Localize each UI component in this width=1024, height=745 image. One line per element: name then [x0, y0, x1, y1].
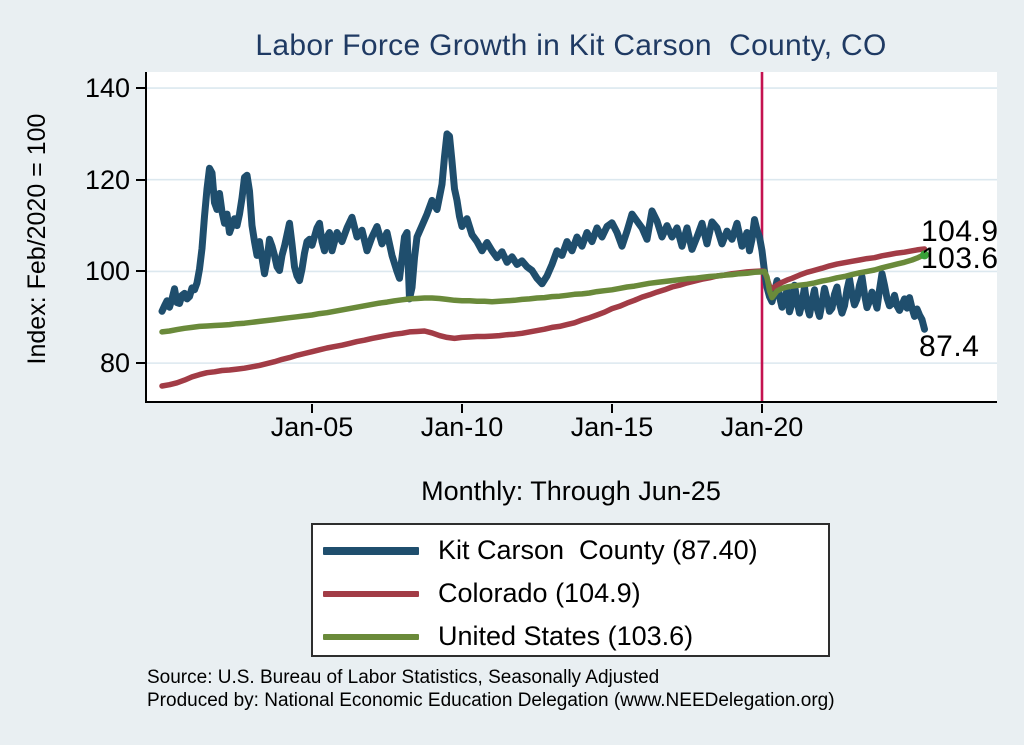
- end-label-united-states: 103.6: [921, 242, 999, 275]
- x-tick-mark: [311, 404, 313, 413]
- x-tick-mark: [761, 404, 763, 413]
- footnotes: Source: U.S. Bureau of Labor Statistics,…: [147, 667, 835, 712]
- y-tick-label-100: 100: [84, 256, 130, 286]
- y-tick-label-140: 140: [84, 73, 130, 103]
- y-tick-label-120: 120: [84, 165, 130, 195]
- legend-swatch-united-states-line: [323, 633, 419, 640]
- end-label-colorado: 104.9: [921, 215, 999, 248]
- x-tick-mark: [611, 404, 613, 413]
- legend-swatch-colorado-line: [323, 590, 419, 597]
- x-tick-label-jan05: Jan-05: [270, 412, 354, 442]
- x-tick-label-jan15: Jan-15: [570, 412, 654, 442]
- y-tick-mark: [136, 87, 145, 89]
- legend-label: Colorado (104.9): [438, 578, 641, 608]
- y-tick-mark: [136, 179, 145, 181]
- legend-item-kit-carson: Kit Carson County (87.40): [313, 529, 828, 572]
- legend-item-united-states: United States (103.6): [313, 615, 828, 658]
- plot-area: [145, 72, 997, 403]
- legend-label: Kit Carson County (87.40): [438, 535, 758, 565]
- source-note: Source: U.S. Bureau of Labor Statistics,…: [147, 667, 660, 688]
- x-tick-label-jan20: Jan-20: [720, 412, 804, 442]
- x-tick-mark: [461, 404, 463, 413]
- chart-title: Labor Force Growth in Kit Carson County,…: [255, 29, 887, 62]
- legend: Kit Carson County (87.40) Colorado (104.…: [311, 523, 830, 657]
- y-axis-title: Index: Feb/2020 = 100: [23, 113, 51, 365]
- legend-label: United States (103.6): [438, 621, 694, 651]
- y-tick-mark: [136, 362, 145, 364]
- chart-canvas: [145, 72, 997, 403]
- y-tick-label-80: 80: [99, 348, 130, 378]
- legend-item-colorado: Colorado (104.9): [313, 572, 828, 615]
- legend-swatch-kit-carson-line: [323, 546, 419, 555]
- x-axis-title: Monthly: Through Jun-25: [421, 476, 721, 506]
- y-tick-mark: [136, 270, 145, 272]
- produced-by-note: Produced by: National Economic Education…: [147, 689, 835, 711]
- end-label-kit-carson: 87.4: [919, 330, 980, 363]
- x-tick-label-jan10: Jan-10: [420, 412, 504, 442]
